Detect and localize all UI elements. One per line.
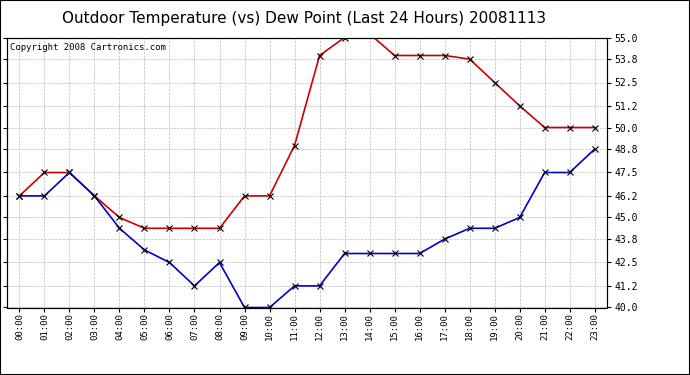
Text: Outdoor Temperature (vs) Dew Point (Last 24 Hours) 20081113: Outdoor Temperature (vs) Dew Point (Last… <box>61 11 546 26</box>
Text: Copyright 2008 Cartronics.com: Copyright 2008 Cartronics.com <box>10 43 166 52</box>
